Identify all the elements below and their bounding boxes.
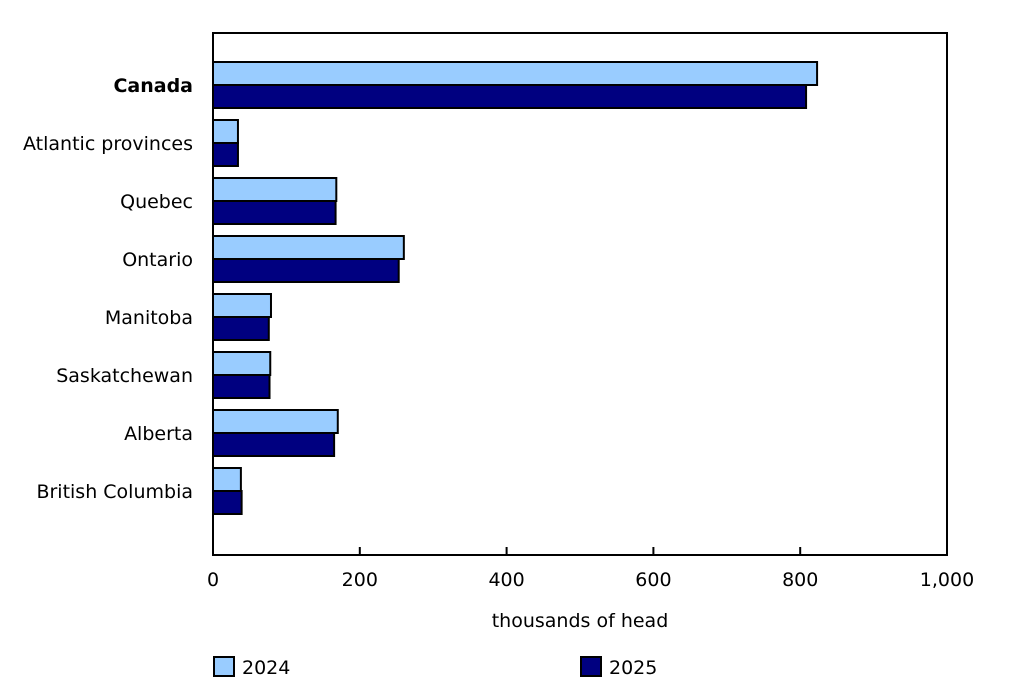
bar-2025 xyxy=(212,432,336,457)
x-axis-title: thousands of head xyxy=(492,610,669,632)
legend-item-2025: 2025 xyxy=(580,656,657,679)
bar-group xyxy=(212,409,339,457)
bar-2024 xyxy=(212,293,272,318)
legend-label: 2025 xyxy=(609,657,657,679)
category-label: Canada xyxy=(113,75,193,97)
bar-group xyxy=(212,61,819,109)
legend-swatch xyxy=(580,656,602,677)
category-label: Manitoba xyxy=(105,307,193,329)
x-tick-label: 200 xyxy=(342,569,378,591)
bar-group xyxy=(212,177,338,225)
bar-2025 xyxy=(212,490,243,515)
category-labels: Canada Atlantic provinces Quebec Ontario Man… xyxy=(23,75,193,503)
bar-2024 xyxy=(212,177,338,202)
bar-2024 xyxy=(212,235,405,260)
bar-2024 xyxy=(212,467,242,492)
bar-2025 xyxy=(212,142,239,167)
legend-item-2024: 2024 xyxy=(213,656,290,679)
legend-swatch xyxy=(213,656,235,677)
x-axis: 0 200 400 600 800 1,000 xyxy=(207,547,974,591)
x-tick-label: 1,000 xyxy=(920,569,974,591)
bar-2025 xyxy=(212,84,808,109)
x-tick-label: 800 xyxy=(782,569,818,591)
bar-group xyxy=(212,467,243,515)
plot-frame xyxy=(212,32,948,556)
legend-label: 2024 xyxy=(242,657,290,679)
category-label: Ontario xyxy=(122,249,193,271)
legend: 2024 2025 xyxy=(213,656,657,679)
bar-2024 xyxy=(212,61,819,86)
bar-2024 xyxy=(212,409,339,434)
category-label: Atlantic provinces xyxy=(23,133,193,155)
bar-group xyxy=(212,119,239,167)
category-label: British Columbia xyxy=(36,481,193,503)
bar-2025 xyxy=(212,374,271,399)
bar-2025 xyxy=(212,200,337,225)
bar-group xyxy=(212,351,272,399)
bar-2024 xyxy=(212,351,272,376)
x-tick-label: 0 xyxy=(207,569,219,591)
bars-group xyxy=(212,61,819,515)
bar-group xyxy=(212,235,405,283)
plot-area xyxy=(212,32,948,556)
bar-2025 xyxy=(212,258,400,283)
bar-2025 xyxy=(212,316,270,341)
category-label: Saskatchewan xyxy=(56,365,193,387)
category-label: Alberta xyxy=(124,423,193,445)
bar-2024 xyxy=(212,119,239,144)
category-label: Quebec xyxy=(120,191,193,213)
x-tick-label: 600 xyxy=(635,569,671,591)
x-tick-label: 400 xyxy=(488,569,524,591)
bar-group xyxy=(212,293,272,341)
